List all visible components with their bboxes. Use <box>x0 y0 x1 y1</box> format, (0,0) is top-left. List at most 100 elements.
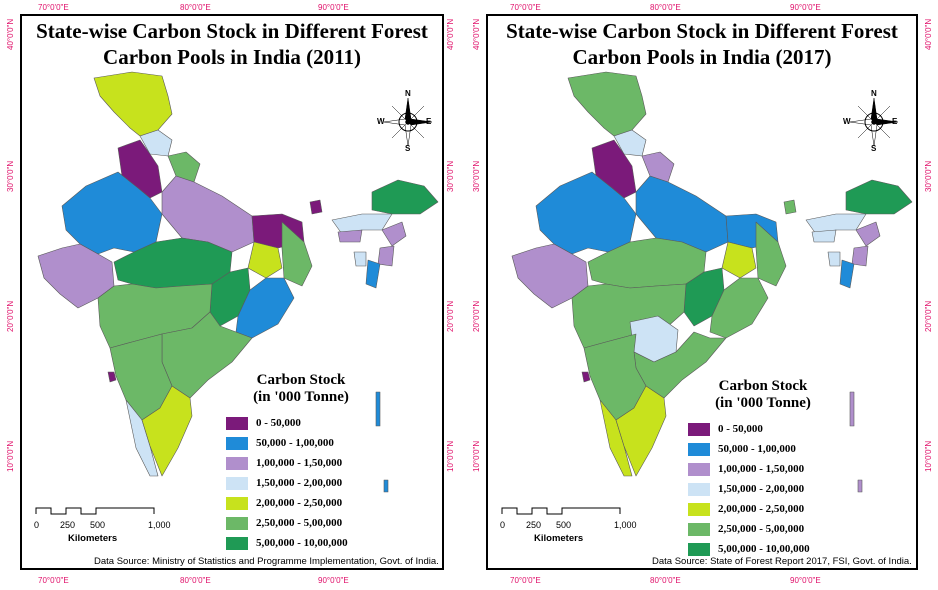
region-jammu-kashmir <box>93 71 173 137</box>
lat-tick: 40°0'0"N <box>472 18 481 50</box>
lon-tick: 70°0'0"E <box>38 576 69 585</box>
lat-tick: 40°0'0"N <box>6 18 15 50</box>
legend-item: 0 - 50,000 <box>226 414 376 432</box>
legend-swatch <box>226 456 248 470</box>
legend-title: Carbon Stock (in '000 Tonne) <box>715 378 811 411</box>
region-jammu-kashmir <box>567 71 647 137</box>
legend-item: 2,50,000 - 5,00,000 <box>688 520 838 538</box>
compass-e: E <box>426 117 432 126</box>
scale-tick-250: 250 <box>60 520 76 530</box>
lat-tick: 30°0'0"N <box>6 160 15 192</box>
legend-item: 1,50,000 - 2,00,000 <box>226 474 376 492</box>
title-line-2: Carbon Pools in India (2011) <box>103 45 361 69</box>
legend-item: 2,50,000 - 5,00,000 <box>226 514 376 532</box>
lon-tick: 90°0'0"E <box>790 3 821 12</box>
region-jharkhand <box>721 241 757 279</box>
legend-item: 5,00,000 - 10,00,000 <box>226 534 376 552</box>
legend-item: 1,00,000 - 1,50,000 <box>226 454 376 472</box>
map-panel-2011: State-wise Carbon Stock in Different For… <box>20 14 444 570</box>
lon-tick: 80°0'0"E <box>180 576 211 585</box>
title-line-2: Carbon Pools in India (2017) <box>572 45 832 69</box>
legend-item: 2,00,000 - 2,50,000 <box>226 494 376 512</box>
map-title-2017: State-wise Carbon Stock in Different For… <box>488 18 916 70</box>
lat-tick: 40°0'0"N <box>446 18 455 50</box>
region-nagaland <box>855 221 881 247</box>
legend-item: 50,000 - 1,00,000 <box>226 434 376 452</box>
compass-w: W <box>843 117 851 126</box>
region-jharkhand <box>247 241 283 279</box>
lat-tick: 30°0'0"N <box>446 160 455 192</box>
legend-swatch <box>688 542 710 556</box>
region-tamil-nadu <box>615 385 667 477</box>
region-tripura <box>353 251 367 267</box>
legend-swatch <box>226 416 248 430</box>
lon-tick: 90°0'0"E <box>790 576 821 585</box>
scale-unit: Kilometers <box>534 533 584 544</box>
legend-swatch <box>226 476 248 490</box>
lon-tick: 80°0'0"E <box>650 576 681 585</box>
legend-swatch <box>688 482 710 496</box>
lat-tick: 20°0'0"N <box>472 300 481 332</box>
india-map-2017 <box>511 71 913 493</box>
scale-tick-0: 0 <box>500 520 506 530</box>
region-sikkim <box>309 199 323 215</box>
scale-bar <box>35 507 155 515</box>
lat-tick: 30°0'0"N <box>924 160 933 192</box>
region-west-bengal <box>281 221 313 287</box>
region-andaman <box>849 391 855 427</box>
scale-tick-1000: 1,000 <box>148 520 171 530</box>
lat-tick: 10°0'0"N <box>6 440 15 472</box>
lat-tick: 20°0'0"N <box>924 300 933 332</box>
region-arunachal <box>371 179 439 215</box>
region-sikkim <box>783 199 797 215</box>
legend-swatch <box>688 442 710 456</box>
india-map-2011 <box>37 71 439 493</box>
lon-tick: 80°0'0"E <box>180 3 211 12</box>
region-uttarakhand <box>641 151 675 183</box>
lat-tick: 20°0'0"N <box>446 300 455 332</box>
legend-swatch <box>226 516 248 530</box>
region-uttarakhand <box>167 151 201 183</box>
compass-rose-icon <box>849 97 899 147</box>
data-source: Data Source: State of Forest Report 2017… <box>652 556 912 567</box>
region-odisha <box>709 277 769 339</box>
map-panel-2017: State-wise Carbon Stock in Different For… <box>486 14 918 570</box>
region-mizoram <box>839 259 855 289</box>
legend-swatch <box>226 496 248 510</box>
lat-tick: 10°0'0"N <box>924 440 933 472</box>
legend-item: 2,00,000 - 2,50,000 <box>688 500 838 518</box>
compass-n: N <box>405 89 411 98</box>
compass-rose-icon <box>383 97 433 147</box>
compass-w: W <box>377 117 385 126</box>
region-arunachal <box>845 179 913 215</box>
data-source: Data Source: Ministry of Statistics and … <box>94 556 439 567</box>
region-manipur <box>851 245 869 267</box>
lat-tick: 30°0'0"N <box>472 160 481 192</box>
region-himachal <box>613 129 647 157</box>
scale-tick-1000: 1,000 <box>614 520 637 530</box>
legend-2011: Carbon Stock (in '000 Tonne) 0 - 50,000 … <box>226 372 376 552</box>
lat-tick: 40°0'0"N <box>924 18 933 50</box>
lon-tick: 90°0'0"E <box>318 576 349 585</box>
legend-item: 1,50,000 - 2,00,000 <box>688 480 838 498</box>
legend-item: 0 - 50,000 <box>688 420 838 438</box>
legend-item: 5,00,000 - 10,00,000 <box>688 540 838 558</box>
legend-swatch <box>226 536 248 550</box>
legend-swatch <box>688 422 710 436</box>
legend-swatch <box>688 502 710 516</box>
title-line-1: State-wise Carbon Stock in Different For… <box>506 19 898 43</box>
scale-bar <box>501 507 621 515</box>
lat-tick: 20°0'0"N <box>6 300 15 332</box>
region-meghalaya <box>811 229 837 243</box>
scale-tick-0: 0 <box>34 520 40 530</box>
scale-unit: Kilometers <box>68 533 118 544</box>
region-tripura <box>827 251 841 267</box>
legend-item: 1,00,000 - 1,50,000 <box>688 460 838 478</box>
region-andaman <box>375 391 381 427</box>
legend-swatch <box>688 522 710 536</box>
legend-2017: Carbon Stock (in '000 Tonne) 0 - 50,000 … <box>688 378 838 558</box>
region-mizoram <box>365 259 381 289</box>
region-nagaland <box>381 221 407 247</box>
region-manipur <box>377 245 395 267</box>
region-west-bengal <box>755 221 787 287</box>
